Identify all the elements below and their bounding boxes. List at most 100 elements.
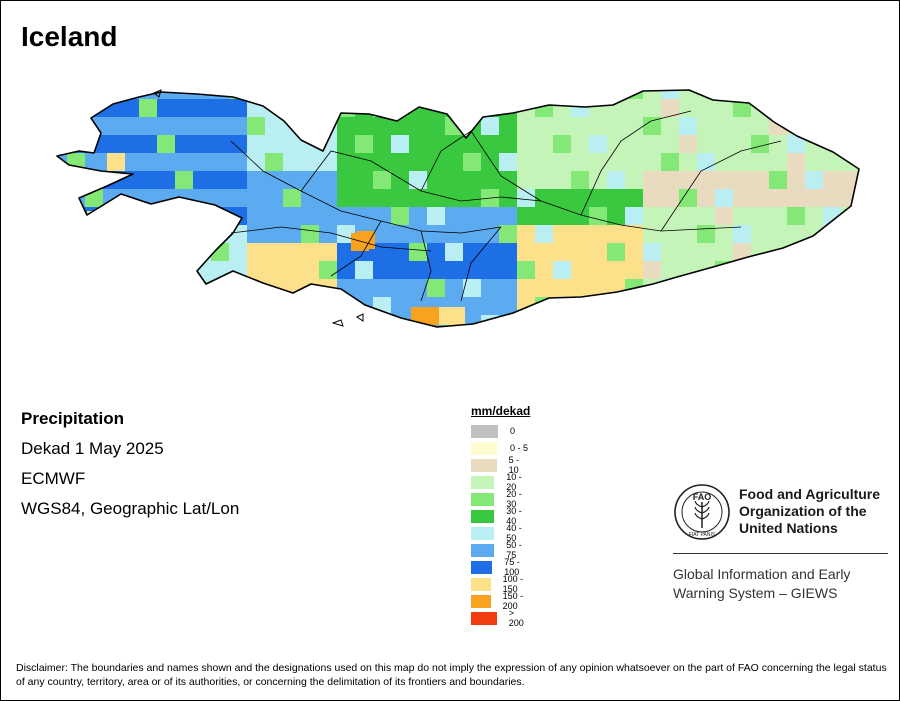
precip-cell (769, 171, 787, 189)
precip-cell (373, 261, 391, 279)
precip-cell (265, 297, 283, 315)
precip-cell (411, 307, 429, 325)
precip-cell (661, 153, 679, 171)
precip-cell (107, 153, 125, 171)
precip-cell (283, 153, 301, 171)
precip-cell (679, 135, 697, 153)
precip-cell (391, 117, 409, 135)
precip-cell (805, 315, 823, 327)
legend-swatch (471, 475, 495, 489)
precip-cell (553, 153, 571, 171)
precip-cell (625, 261, 643, 279)
precip-cell (283, 297, 301, 315)
precip-cell (391, 243, 409, 261)
precip-cell (283, 243, 301, 261)
logo-divider (673, 553, 888, 554)
precip-cell (823, 279, 841, 297)
precip-cell (301, 117, 319, 135)
fao-emblem-text: FAO (693, 492, 712, 502)
precip-cell (31, 207, 49, 225)
precip-cell (355, 261, 373, 279)
disclaimer: Disclaimer: The boundaries and names sho… (16, 662, 887, 688)
precip-cell (157, 279, 175, 297)
precip-cell (301, 90, 319, 99)
precip-cell (661, 297, 679, 315)
precip-cell (517, 135, 535, 153)
precip-cell (373, 297, 391, 315)
legend-item: 30 - 40 (471, 506, 530, 526)
precip-cell (103, 279, 121, 297)
precip-cell (57, 99, 67, 117)
precip-cell (733, 153, 751, 171)
precip-cell (283, 225, 301, 243)
precip-cell (67, 261, 85, 279)
precip-cell (643, 171, 661, 189)
precip-cell (499, 261, 517, 279)
legend-item: 75 - 100 (471, 557, 530, 577)
precip-cell (121, 207, 139, 225)
precip-cell (679, 279, 697, 297)
precip-cell (193, 117, 211, 135)
iceland-precipitation-map (31, 89, 860, 328)
precip-cell (841, 135, 859, 153)
precip-cell (247, 297, 265, 315)
precip-cell (57, 279, 67, 297)
precip-cell (247, 315, 265, 327)
precip-cell (427, 261, 445, 279)
precip-cell (319, 225, 337, 243)
legend-swatch (471, 441, 498, 455)
precip-cell (715, 153, 733, 171)
precip-cell (337, 117, 355, 135)
precip-cell (679, 171, 697, 189)
legend-label: 0 - 5 (510, 443, 529, 453)
precip-cell (283, 315, 301, 327)
precip-cell (409, 135, 427, 153)
precip-cell (841, 279, 859, 297)
precip-cell (643, 135, 661, 153)
precip-cell (517, 297, 535, 315)
precip-cell (391, 225, 409, 243)
precip-cell (85, 153, 103, 171)
fao-org-name-line: Food and Agriculture (739, 486, 881, 502)
precip-cell (355, 171, 373, 189)
precip-cell (85, 90, 103, 99)
precip-cell (823, 171, 841, 189)
precip-cell (265, 171, 283, 189)
precip-cell (481, 243, 499, 261)
precip-cell (301, 153, 319, 171)
precip-cell (57, 135, 67, 153)
precip-cell (283, 135, 301, 153)
precip-cell (607, 117, 625, 135)
precip-cell (319, 261, 337, 279)
precip-cell (463, 261, 481, 279)
precip-cell (31, 135, 49, 153)
precip-cell (715, 297, 733, 315)
precip-cell (697, 135, 715, 153)
precip-cell (733, 207, 751, 225)
precip-cell (247, 261, 265, 279)
precip-cell (805, 117, 823, 135)
precip-cell (499, 315, 517, 327)
precip-cell (67, 207, 85, 225)
precip-cell (157, 261, 175, 279)
precip-cell (373, 135, 391, 153)
precip-cell (67, 315, 85, 327)
precip-cell (733, 171, 751, 189)
precip-cell (607, 171, 625, 189)
precip-cell (427, 117, 445, 135)
legend-label: 5 - 10 (508, 455, 520, 475)
legend-item: 0 - 5 (471, 441, 528, 455)
precip-cell (787, 279, 805, 297)
precip-cell (265, 243, 283, 261)
precip-cell (121, 243, 139, 261)
precip-cell (625, 90, 643, 99)
precip-cell (715, 243, 733, 261)
fao-emblem-motto: FIAT PANIS (689, 532, 716, 538)
precip-cell (283, 207, 301, 225)
precip-cell (589, 261, 607, 279)
precip-cell (355, 153, 373, 171)
precip-cell (535, 261, 553, 279)
legend-label: 150 - 200 (502, 591, 524, 611)
precip-cell (643, 153, 661, 171)
precip-cell (57, 189, 67, 207)
